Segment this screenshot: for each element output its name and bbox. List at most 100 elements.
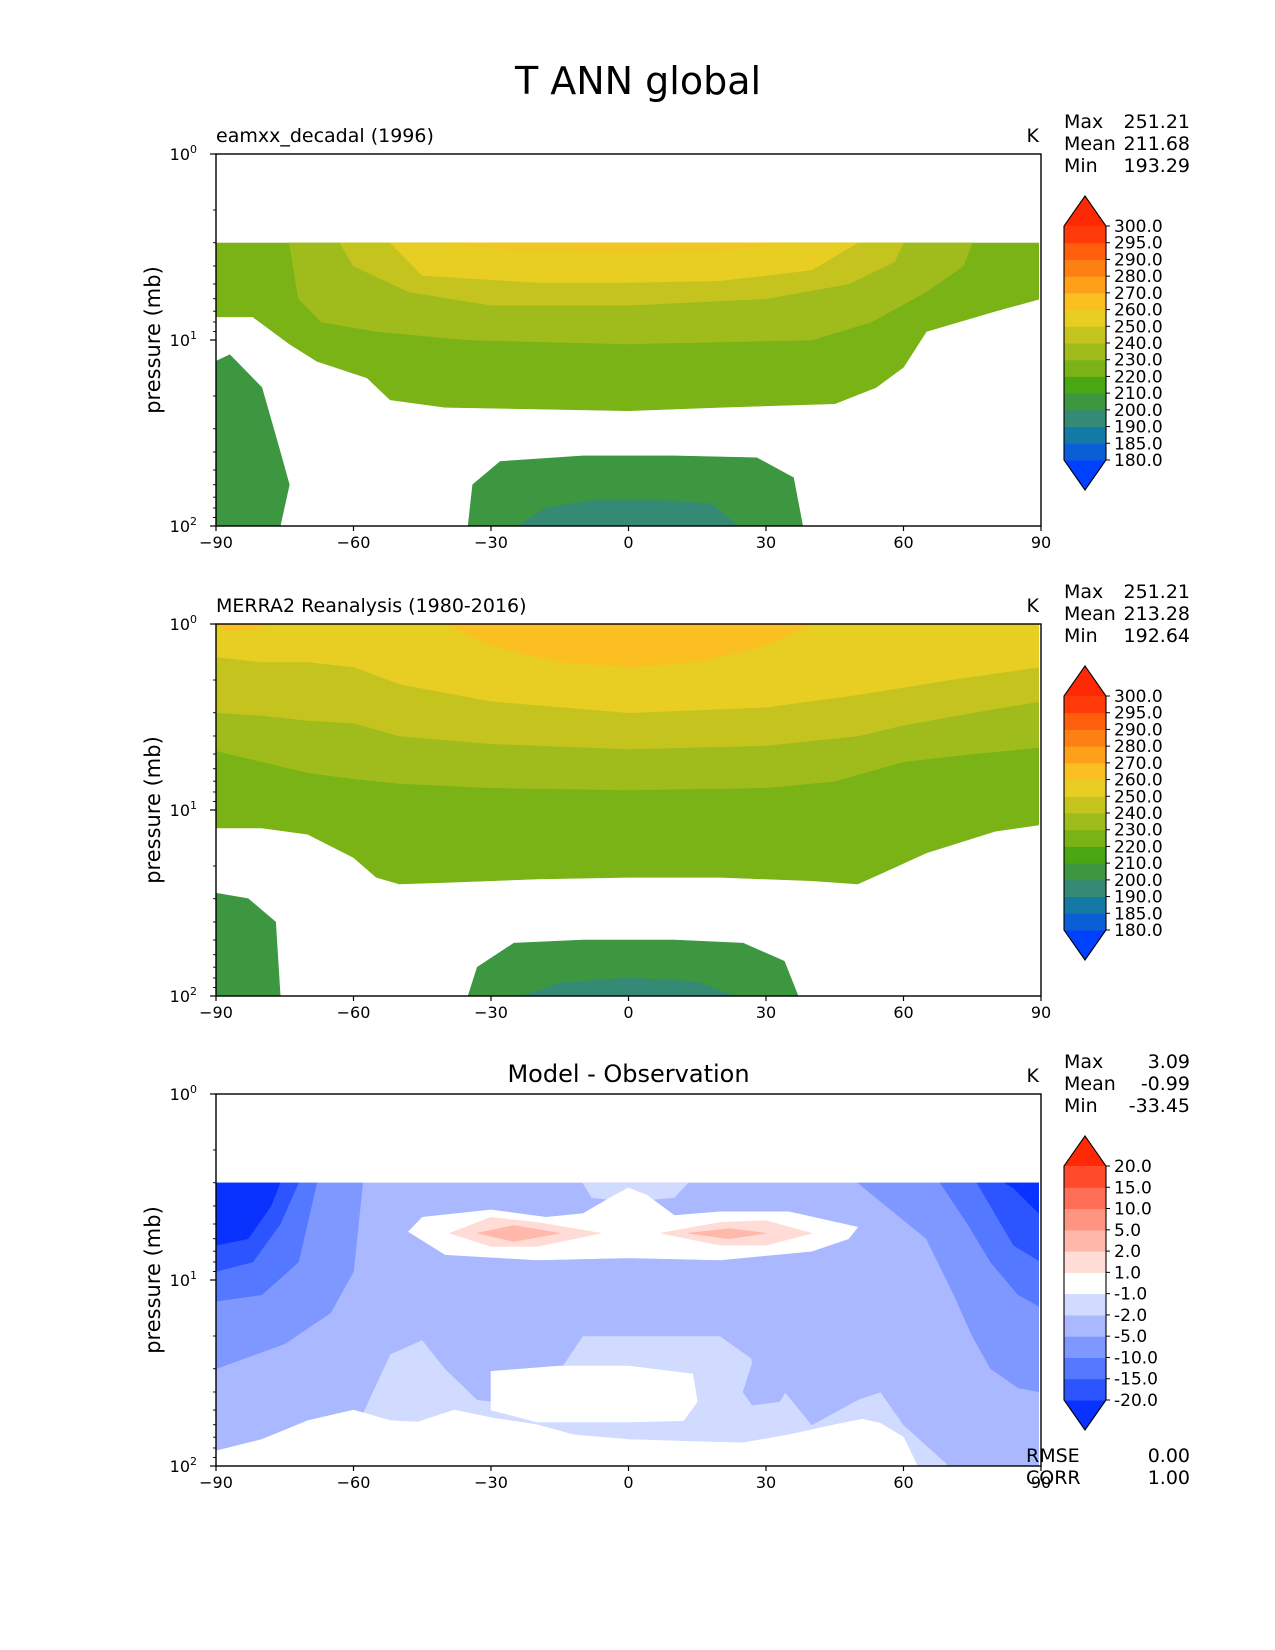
colorbar-segment (1064, 1357, 1106, 1380)
y-tick-exponent: 0 (190, 1083, 197, 1096)
contour-band-2-0 (216, 1409, 918, 1466)
colorbar-segment (1064, 879, 1106, 898)
x-tick-label: −60 (337, 1473, 371, 1492)
stat-min-value: 192.64 (1124, 625, 1190, 647)
colorbar-segment (1064, 1251, 1106, 1273)
stat-max-label: Max (1064, 1051, 1103, 1073)
colorbar: 180.0185.0190.0200.0210.0220.0230.0240.0… (1063, 665, 1163, 961)
colorbar-tick-label: 190.0 (1114, 888, 1163, 908)
colorbar-segment (1064, 393, 1106, 411)
y-axis-label: pressure (mb) (141, 1206, 165, 1354)
contour-band-4-0 (490, 1365, 698, 1423)
colorbar-segment (1064, 1378, 1106, 1401)
stat-mean-label: Mean (1064, 1073, 1116, 1095)
y-tick-exponent: 0 (190, 613, 197, 626)
colorbar-segment (1064, 326, 1106, 344)
colorbar-tick-label: 15.0 (1114, 1178, 1152, 1198)
contour-fills (216, 624, 1039, 996)
x-tick-label: 60 (893, 1473, 913, 1492)
colorbar-tick-label: 185.0 (1114, 904, 1163, 924)
y-tick-exponent: 1 (190, 329, 197, 342)
y-tick-exponent: 2 (190, 985, 197, 998)
contour-band-6-1 (445, 624, 812, 668)
x-tick-label: 60 (893, 533, 913, 552)
colorbar-segment (1064, 292, 1106, 311)
contour-band-8-1 (1003, 1182, 1039, 1214)
colorbar-segment (1064, 729, 1106, 747)
x-tick-label: −90 (199, 1003, 233, 1022)
colorbar-segment (1064, 1208, 1106, 1231)
stat-max-label: Max (1064, 111, 1103, 133)
x-tick-label: 30 (756, 1003, 776, 1022)
stat-min-label: Min (1064, 1095, 1098, 1117)
colorbar-segment (1064, 1166, 1106, 1188)
colorbar-tick-label: 260.0 (1114, 301, 1163, 321)
colorbar-segment (1064, 712, 1106, 730)
colorbar-tick-label: 300.0 (1114, 217, 1163, 237)
colorbar-extend-high (1064, 196, 1106, 226)
colorbar-segment (1064, 746, 1106, 764)
colorbar-tick-label: 200.0 (1114, 401, 1163, 421)
contour-band-12-1 (688, 1228, 767, 1240)
colorbar-tick-label: 295.0 (1114, 704, 1163, 724)
x-tick-label: 0 (623, 1003, 633, 1022)
colorbar-segment (1064, 813, 1106, 831)
contour-band-8-0 (216, 1182, 281, 1246)
colorbar-tick-label: 240.0 (1114, 804, 1163, 824)
colorbar-tick-label: 230.0 (1114, 821, 1163, 841)
colorbar-tick-label: 260.0 (1114, 771, 1163, 791)
colorbar-tick-label: -15.0 (1114, 1370, 1158, 1390)
colorbar-extend-low (1064, 460, 1106, 490)
colorbar: -20.0-15.0-10.0-5.0-2.0-1.01.02.05.010.0… (1063, 1135, 1158, 1431)
panel-title-center: Model - Observation (507, 1060, 749, 1088)
colorbar-tick-label: 200.0 (1114, 871, 1163, 891)
colorbar-tick-label: 185.0 (1114, 434, 1163, 454)
x-tick-label: −90 (199, 533, 233, 552)
colorbar-tick-label: 5.0 (1114, 1221, 1141, 1241)
colorbar-segment (1064, 359, 1106, 377)
y-tick-exponent: 1 (190, 1269, 197, 1282)
contour-fills (216, 1182, 1039, 1466)
colorbar-extend-high (1064, 666, 1106, 696)
contour-band-7-1 (976, 1182, 1039, 1262)
colorbar-segment (1064, 309, 1106, 327)
contour-band-6-0 (445, 242, 789, 254)
stat-mean-value: 211.68 (1124, 133, 1190, 155)
panel-title-left: MERRA2 Reanalysis (1980-2016) (216, 595, 527, 617)
x-tick-label: 90 (1031, 1003, 1051, 1022)
metric-rmse-label: RMSE (1026, 1445, 1080, 1467)
colorbar-tick-label: 180.0 (1114, 921, 1163, 941)
colorbar-extend-low (1064, 930, 1106, 960)
colorbar-tick-label: 210.0 (1114, 384, 1163, 404)
y-tick-exponent: 0 (190, 143, 197, 156)
colorbar-tick-label: 270.0 (1114, 284, 1163, 304)
x-tick-label: −30 (474, 1473, 508, 1492)
x-tick-label: −30 (474, 533, 508, 552)
x-tick-label: 0 (623, 533, 633, 552)
stat-mean-value: -0.99 (1141, 1073, 1190, 1095)
x-tick-label: −30 (474, 1003, 508, 1022)
contour-band-0-0 (216, 354, 290, 526)
x-tick-label: −60 (337, 533, 371, 552)
colorbar-tick-label: 290.0 (1114, 250, 1163, 270)
colorbar-segment (1064, 276, 1106, 294)
colorbar-tick-label: 300.0 (1114, 687, 1163, 707)
stat-mean-label: Mean (1064, 603, 1116, 625)
x-tick-label: −60 (337, 1003, 371, 1022)
x-tick-label: 0 (623, 1473, 633, 1492)
stat-min-value: -33.45 (1129, 1095, 1190, 1117)
stat-mean-label: Mean (1064, 133, 1116, 155)
stat-mean-value: 213.28 (1124, 603, 1190, 625)
colorbar-segment (1064, 226, 1106, 244)
units-label: K (1027, 1065, 1040, 1087)
y-tick-exponent: 2 (190, 1455, 197, 1468)
contour-band-6-0 (216, 624, 272, 632)
y-tick-exponent: 2 (190, 515, 197, 528)
colorbar-tick-label: 240.0 (1114, 334, 1163, 354)
colorbar-segment (1064, 896, 1106, 914)
colorbar-tick-label: 210.0 (1114, 854, 1163, 874)
y-tick-exponent: 1 (190, 799, 197, 812)
colorbar-segment (1064, 1293, 1106, 1316)
